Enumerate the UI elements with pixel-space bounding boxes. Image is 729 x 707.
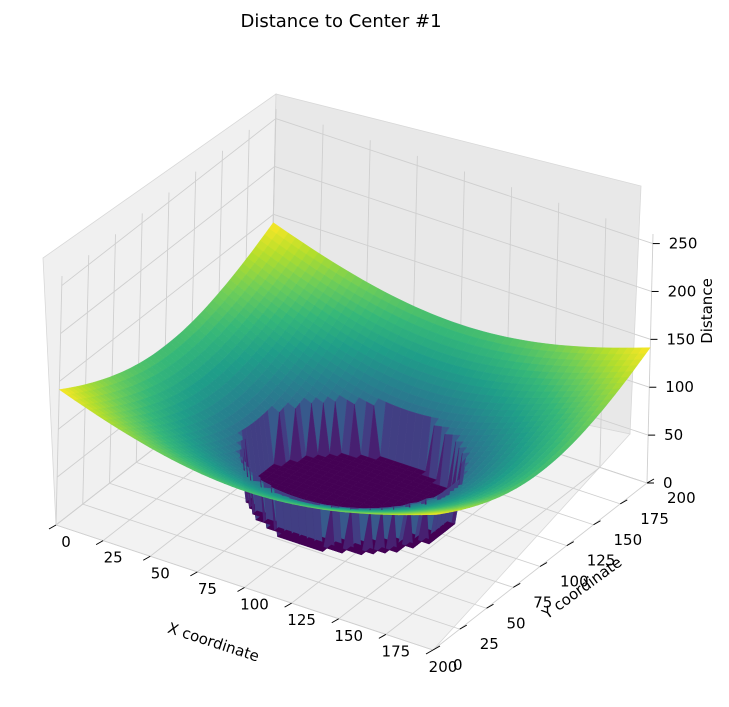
surface-plot [58,222,651,556]
x-tick-label-1: 25 [104,549,123,567]
z-tick-label-5: 250 [669,235,698,253]
x-tick-mark-0 [48,524,57,530]
y-tick-mark-3 [513,582,521,588]
y-tick-label-6: 150 [614,531,643,549]
z-tick-label-2: 100 [665,378,694,396]
y-tick-mark-6 [593,520,601,526]
x-tick-mark-2 [143,555,151,561]
y-axis-label: Y coordinate [538,553,625,623]
y-tick-label-7: 175 [640,510,669,528]
x-tick-mark-8 [425,649,434,655]
grid-side-y-0 [55,275,63,526]
x-tick-mark-4 [237,587,245,592]
x-tick-label-4: 100 [240,596,269,614]
axis-ticks: 0255075100125150175200025507510012515017… [48,235,698,676]
grid-side-z-5 [61,118,277,286]
grid-side-z-3 [59,213,274,382]
z-axis-label: Distance [698,278,716,344]
z-tick-label-3: 150 [666,330,695,348]
grid-back-z-3 [273,213,651,340]
x-tick-mark-7 [378,633,387,639]
grid-back-x-8 [646,233,654,484]
grid-back-x-7 [599,218,607,468]
grid-floor-y-2 [109,482,487,609]
z-tick-label-0: 0 [663,474,673,492]
grid-side-z-4 [60,166,275,334]
surface-facet [405,542,418,549]
x-tick-mark-1 [95,540,104,546]
y-tick-mark-0 [432,645,441,651]
z-tick-label-1: 50 [664,426,683,444]
grid-back-z-5 [275,118,653,245]
y-tick-mark-2 [486,603,494,609]
x-axis-label: X coordinate [166,619,262,665]
grid-floor-y-1 [82,503,460,630]
x-tick-label-2: 50 [151,564,170,582]
y-tick-label-4: 100 [560,573,589,591]
z-tick-label-4: 200 [668,282,697,300]
y-tick-label-2: 50 [507,614,526,632]
x-tick-label-6: 150 [334,627,363,645]
x-tick-label-8: 200 [429,658,458,676]
y-tick-label-3: 75 [533,593,552,611]
x-tick-label-5: 125 [287,611,316,629]
x-tick-label-3: 75 [198,580,217,598]
y-tick-mark-5 [566,541,574,547]
x-tick-mark-5 [284,602,292,608]
y-tick-mark-8 [646,478,655,484]
y-tick-label-1: 25 [480,635,499,653]
x-tick-mark-6 [331,618,339,624]
grid-side-y-2 [109,234,116,484]
surface-facet [421,537,434,545]
y-tick-mark-4 [539,562,548,567]
y-tick-mark-1 [459,624,467,630]
surface-facet [388,546,402,553]
x-tick-label-0: 0 [61,533,71,551]
grid-back-z-4 [274,166,652,292]
y-tick-mark-7 [620,499,628,505]
y-tick-label-8: 200 [667,489,696,507]
grid-side-y-1 [82,255,90,505]
surface-facet [428,513,441,515]
x-tick-mark-3 [190,571,198,577]
chart-title: Distance to Center #1 [240,11,441,32]
x-tick-label-7: 175 [382,642,411,660]
y-tick-label-5: 125 [587,552,616,570]
y-tick-label-0: 0 [453,656,463,674]
